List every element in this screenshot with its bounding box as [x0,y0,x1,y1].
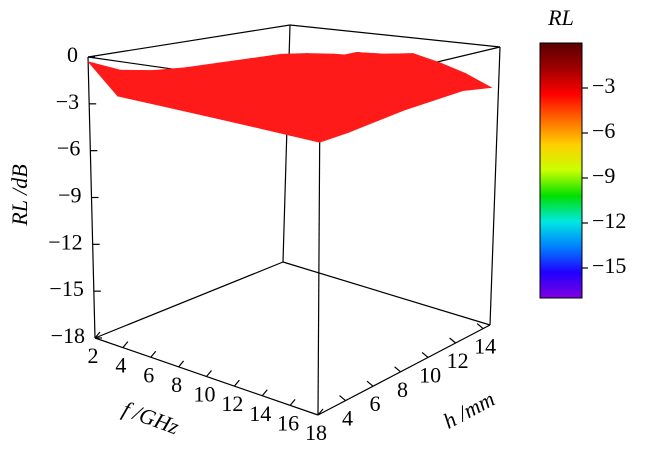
y-tick-label: 8 [397,377,408,402]
y-tick [421,351,429,358]
x-tick-label: 12 [221,391,243,416]
y-axis-label: h /mm [439,386,499,434]
z-tick-label: 0 [67,42,78,67]
y-tick [394,366,401,373]
y-tick-label: 14 [474,334,496,359]
z-axis-label: RL /dB [7,164,32,226]
box-edge [94,261,284,339]
z-tick-label: −15 [49,276,83,301]
box-edge [317,89,321,416]
x-tick-label: 8 [171,372,182,397]
y-tick-label: 6 [370,391,381,416]
colorbar-tick-label: −3 [592,73,615,98]
x-tick-label: 16 [277,410,299,435]
x-tick [261,389,268,397]
x-axis-label: f /GHz [119,396,183,440]
box-edge [317,324,491,416]
colorbar-tick-label: −9 [592,163,615,188]
y-tick [449,337,456,344]
x-tick-label: 2 [88,343,99,368]
x-tick [122,341,129,349]
colorbar-title: RL [547,5,574,30]
y-tick [366,380,374,387]
z-tick-label: −12 [48,229,82,254]
colorbar-tick-label: −12 [592,208,626,233]
y-tick-label: 10 [419,362,441,387]
box-edge [87,24,291,58]
surface-patch [289,123,350,143]
x-tick [94,331,101,339]
colorbar [539,42,583,299]
z-tick-label: −6 [57,136,80,161]
x-tick-label: 18 [305,420,327,445]
x-tick-label: 10 [194,382,216,407]
box-edge [489,46,501,326]
y-tick [476,323,484,330]
y-tick [339,395,346,402]
x-tick [206,370,212,377]
z-tick-label: −9 [58,183,81,208]
box-edge [282,261,491,326]
colorbar-tick-label: −15 [592,253,626,278]
box-edge [289,24,501,48]
y-tick-label: 4 [342,406,353,431]
x-tick [289,398,296,406]
z-tick-label: −3 [56,89,79,114]
x-tick [233,379,240,387]
x-tick [317,408,324,416]
y-tick-label: 12 [447,348,469,373]
x-tick-label: 6 [143,362,154,387]
colorbar-tick-label: −6 [592,118,615,143]
z-tick-label: −18 [51,323,85,348]
x-tick [150,350,157,358]
x-tick-label: 14 [249,401,271,426]
x-tick [178,360,185,368]
x-tick-label: 4 [115,353,126,378]
